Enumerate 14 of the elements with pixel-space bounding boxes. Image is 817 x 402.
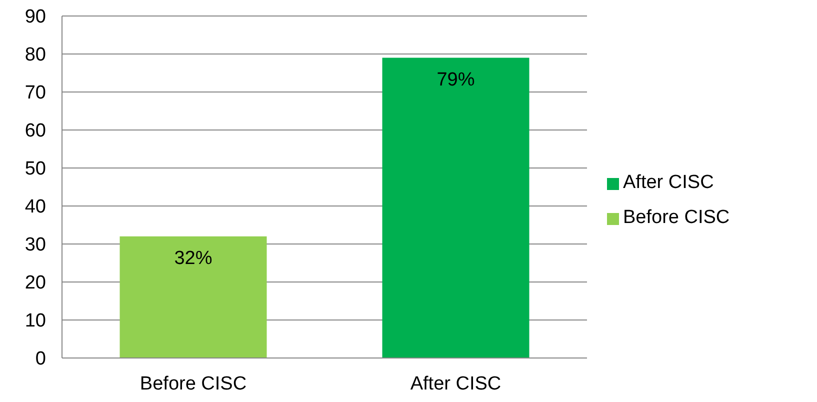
y-tick-label: 20 xyxy=(24,272,46,294)
y-tick-label: 40 xyxy=(24,196,46,218)
y-tick-label: 0 xyxy=(35,348,46,370)
y-tick-label: 80 xyxy=(24,44,46,66)
y-tick-label: 70 xyxy=(24,82,46,104)
legend-label: Before CISC xyxy=(623,207,730,228)
legend-label: After CISC xyxy=(623,172,714,193)
data-label: 79% xyxy=(436,69,475,90)
y-tick-label: 10 xyxy=(24,310,46,332)
data-label: 32% xyxy=(174,248,212,269)
y-tick-label: 90 xyxy=(24,6,46,28)
y-tick-label: 60 xyxy=(24,120,46,142)
y-tick-label: 30 xyxy=(24,234,46,256)
y-tick-label: 50 xyxy=(24,158,46,180)
